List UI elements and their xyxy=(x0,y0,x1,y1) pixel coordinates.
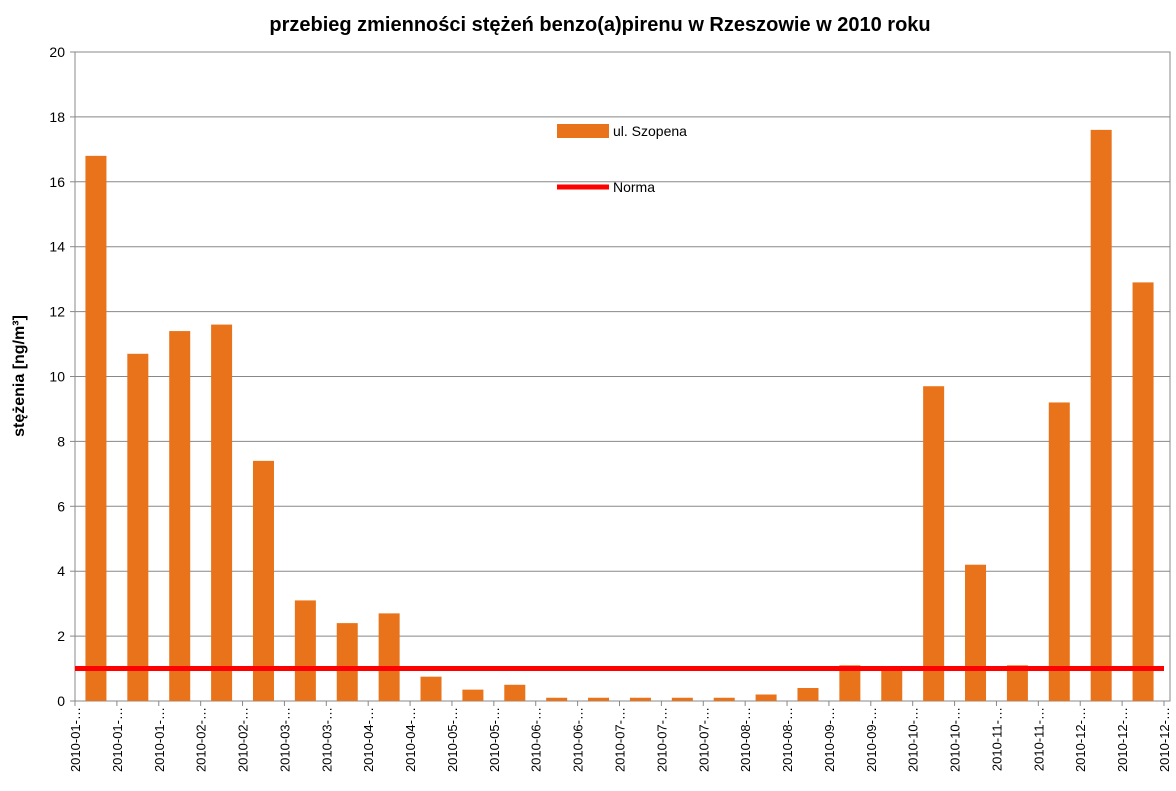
bar xyxy=(211,324,233,701)
x-tick-label: 2010-01-… xyxy=(68,707,83,772)
bar xyxy=(252,460,274,701)
y-tick-label: 20 xyxy=(49,44,65,60)
x-tick-label: 2010-10-… xyxy=(948,707,963,772)
chart-title: przebieg zmienności stężeń benzo(a)piren… xyxy=(269,14,930,36)
bar xyxy=(1048,402,1070,701)
legend-label: ul. Szopena xyxy=(613,123,687,139)
x-tick-label: 2010-07-… xyxy=(613,707,628,772)
bar xyxy=(420,676,442,701)
x-tick-label: 2010-08-… xyxy=(738,707,753,772)
bar xyxy=(671,697,693,701)
x-tick-label: 2010-09-… xyxy=(864,707,879,772)
y-tick-label: 10 xyxy=(49,369,65,385)
y-tick-label: 14 xyxy=(49,239,65,255)
y-tick-label: 16 xyxy=(49,174,65,190)
y-tick-label: 0 xyxy=(57,693,65,709)
y-tick-label: 12 xyxy=(49,304,65,320)
bar xyxy=(127,353,149,701)
bar xyxy=(797,688,819,701)
x-tick-label: 2010-10-… xyxy=(906,707,921,772)
x-tick-label: 2010-04-… xyxy=(361,707,376,772)
bar xyxy=(1132,282,1154,701)
x-tick-label: 2010-06-… xyxy=(529,707,544,772)
bar xyxy=(713,697,735,701)
x-tick-label: 2010-12-… xyxy=(1073,707,1088,772)
y-tick-label: 2 xyxy=(57,628,65,644)
x-tick-label: 2010-05-… xyxy=(487,707,502,772)
x-tick-label: 2010-01-… xyxy=(110,707,125,772)
y-axis-title: stężenia [ng/m³] xyxy=(11,315,28,437)
bar xyxy=(462,689,484,701)
legend-swatch xyxy=(557,124,609,138)
x-tick-label: 2010-11-… xyxy=(1031,707,1046,771)
bar xyxy=(588,697,610,701)
bar xyxy=(1090,129,1112,701)
bar xyxy=(881,668,903,701)
x-tick-label: 2010-02-… xyxy=(236,707,251,772)
bar xyxy=(169,331,191,701)
x-tick-label: 2010-09-… xyxy=(822,707,837,772)
y-tick-label: 18 xyxy=(49,109,65,125)
y-tick-label: 8 xyxy=(57,433,65,449)
x-tick-label: 2010-07-… xyxy=(696,707,711,772)
x-tick-label: 2010-11-… xyxy=(989,707,1004,771)
x-tick-label: 2010-05-… xyxy=(445,707,460,772)
x-tick-label: 2010-07-… xyxy=(654,707,669,772)
bar xyxy=(839,665,861,701)
x-tick-label: 2010-02-… xyxy=(194,707,209,772)
bar xyxy=(965,564,987,701)
x-tick-label: 2010-03-… xyxy=(277,707,292,772)
plot-border xyxy=(74,51,1171,702)
y-tick-label: 4 xyxy=(57,563,65,579)
bar xyxy=(1006,665,1028,701)
x-tick-label: 2010-12-… xyxy=(1115,707,1130,772)
bar xyxy=(923,386,945,701)
legend-label: Norma xyxy=(613,179,655,195)
bar xyxy=(378,613,400,701)
x-tick-label: 2010-12-… xyxy=(1157,707,1172,772)
bar xyxy=(85,155,107,702)
bar xyxy=(504,684,526,701)
x-tick-label: 2010-06-… xyxy=(571,707,586,772)
bar xyxy=(546,697,568,701)
x-tick-label: 2010-08-… xyxy=(780,707,795,772)
bar xyxy=(755,694,777,701)
x-tick-label: 2010-01-… xyxy=(152,707,167,772)
bar xyxy=(336,623,358,701)
bar xyxy=(294,600,316,701)
y-tick-label: 6 xyxy=(57,498,65,514)
x-tick-label: 2010-04-… xyxy=(403,707,418,772)
x-tick-label: 2010-03-… xyxy=(319,707,334,772)
bar xyxy=(629,697,651,701)
